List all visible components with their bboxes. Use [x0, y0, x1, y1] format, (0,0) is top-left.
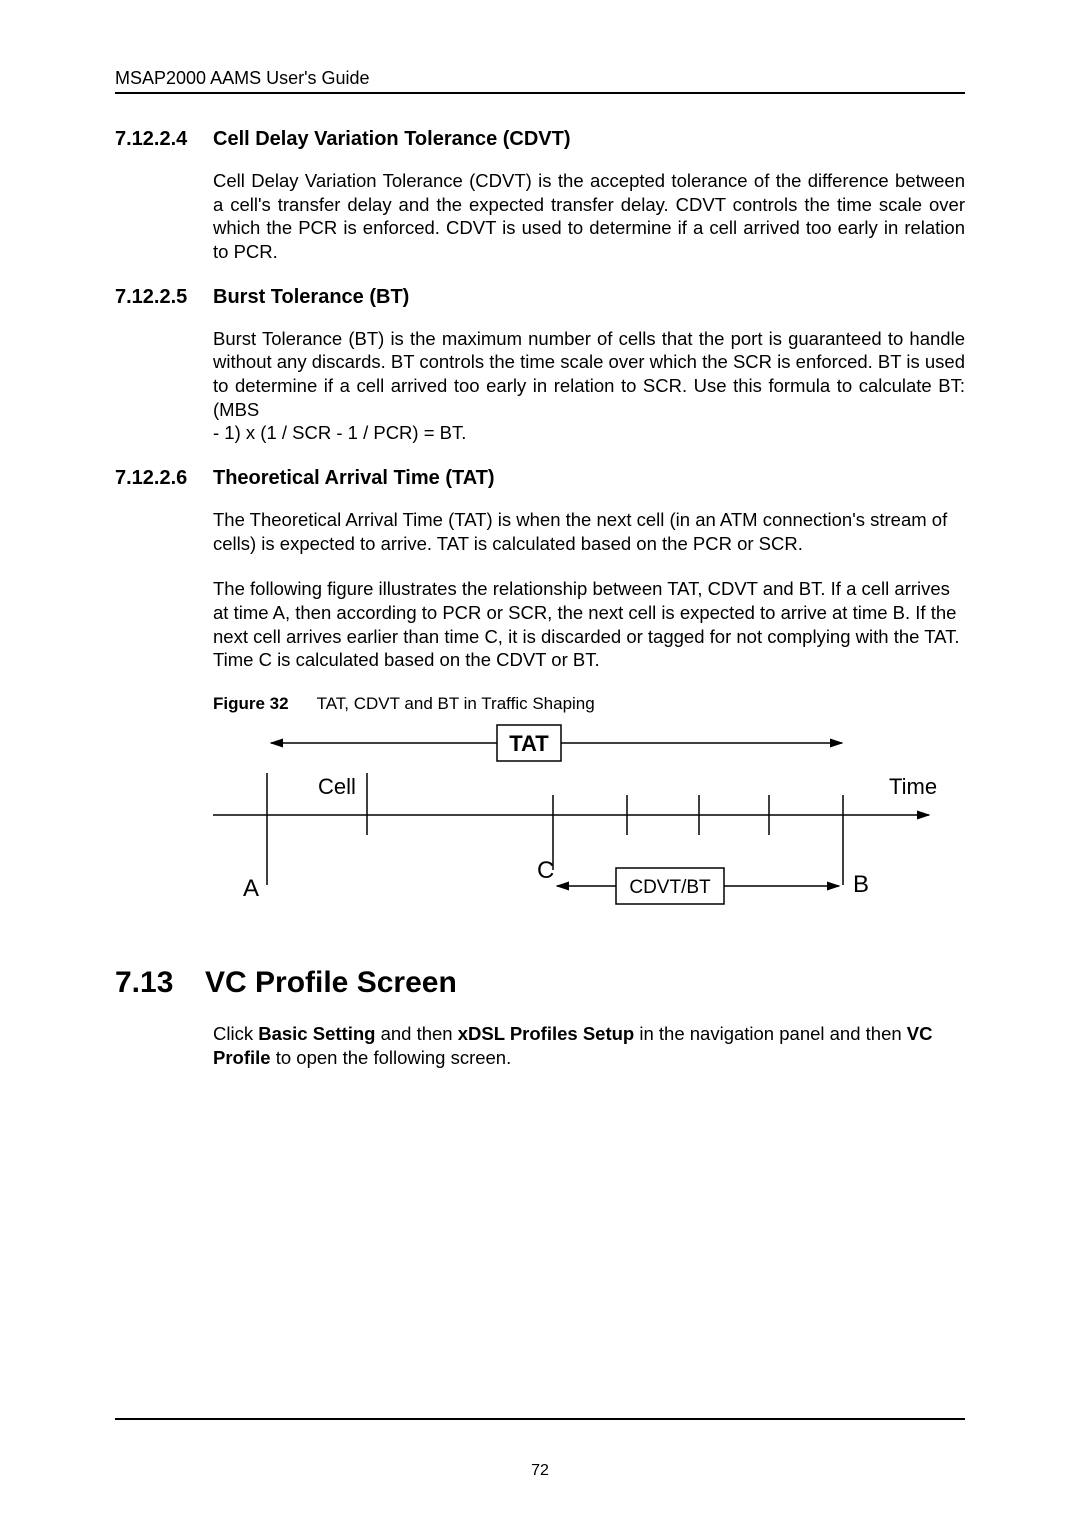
footer-rule — [115, 1418, 965, 1420]
heading-text: Burst Tolerance (BT) — [213, 286, 409, 308]
paragraph: Burst Tolerance (BT) is the maximum numb… — [213, 327, 965, 445]
heading-vc-profile: 7.13VC Profile Screen — [115, 966, 965, 1000]
heading-text: Theoretical Arrival Time (TAT) — [213, 467, 495, 489]
svg-text:CDVT/BT: CDVT/BT — [629, 877, 711, 898]
heading-text: Cell Delay Variation Tolerance (CDVT) — [213, 128, 571, 150]
heading-number: 7.12.2.6 — [115, 467, 213, 490]
paragraph: Click Basic Setting and then xDSL Profil… — [213, 1022, 965, 1069]
svg-text:Cell: Cell — [318, 774, 356, 799]
footer — [115, 1418, 965, 1420]
text-run: in the navigation panel and then — [634, 1023, 907, 1044]
paragraph: The Theoretical Arrival Time (TAT) is wh… — [213, 508, 965, 555]
figure-caption-text: TAT, CDVT and BT in Traffic Shaping — [317, 694, 595, 713]
tat-diagram-svg: TAT Cell Time A C B CDVT/BT — [213, 722, 953, 917]
svg-text:TAT: TAT — [509, 731, 549, 756]
paragraph-line: - 1) x (1 / SCR - 1 / PCR) = BT. — [213, 422, 466, 443]
text-bold: Basic Setting — [258, 1023, 375, 1044]
page-number: 72 — [0, 1462, 1080, 1480]
figure-caption: Figure 32 TAT, CDVT and BT in Traffic Sha… — [213, 694, 965, 714]
paragraph: The following figure illustrates the rel… — [213, 577, 965, 672]
text-run: and then — [375, 1023, 457, 1044]
heading-number: 7.13 — [115, 966, 205, 1000]
svg-text:Time: Time — [889, 774, 937, 799]
paragraph-line: Burst Tolerance (BT) is the maximum numb… — [213, 327, 965, 422]
heading-tat: 7.12.2.6Theoretical Arrival Time (TAT) — [115, 467, 965, 490]
figure-label: Figure 32 — [213, 694, 289, 713]
text-bold: xDSL Profiles Setup — [458, 1023, 634, 1044]
figure-diagram: TAT Cell Time A C B CDVT/BT — [213, 722, 965, 922]
heading-cdvt: 7.12.2.4Cell Delay Variation Tolerance (… — [115, 128, 965, 151]
heading-bt: 7.12.2.5Burst Tolerance (BT) — [115, 286, 965, 309]
text-run: Click — [213, 1023, 258, 1044]
paragraph: Cell Delay Variation Tolerance (CDVT) is… — [213, 169, 965, 264]
header-rule — [115, 92, 965, 94]
heading-number: 7.12.2.5 — [115, 286, 213, 309]
running-header: MSAP2000 AAMS User's Guide — [115, 68, 965, 89]
svg-text:B: B — [853, 871, 869, 898]
heading-number: 7.12.2.4 — [115, 128, 213, 151]
text-run: to open the following screen. — [271, 1047, 512, 1068]
heading-text: VC Profile Screen — [205, 966, 457, 999]
svg-text:A: A — [243, 875, 259, 902]
page: MSAP2000 AAMS User's Guide 7.12.2.4Cell … — [0, 0, 1080, 1528]
svg-text:C: C — [537, 857, 554, 884]
